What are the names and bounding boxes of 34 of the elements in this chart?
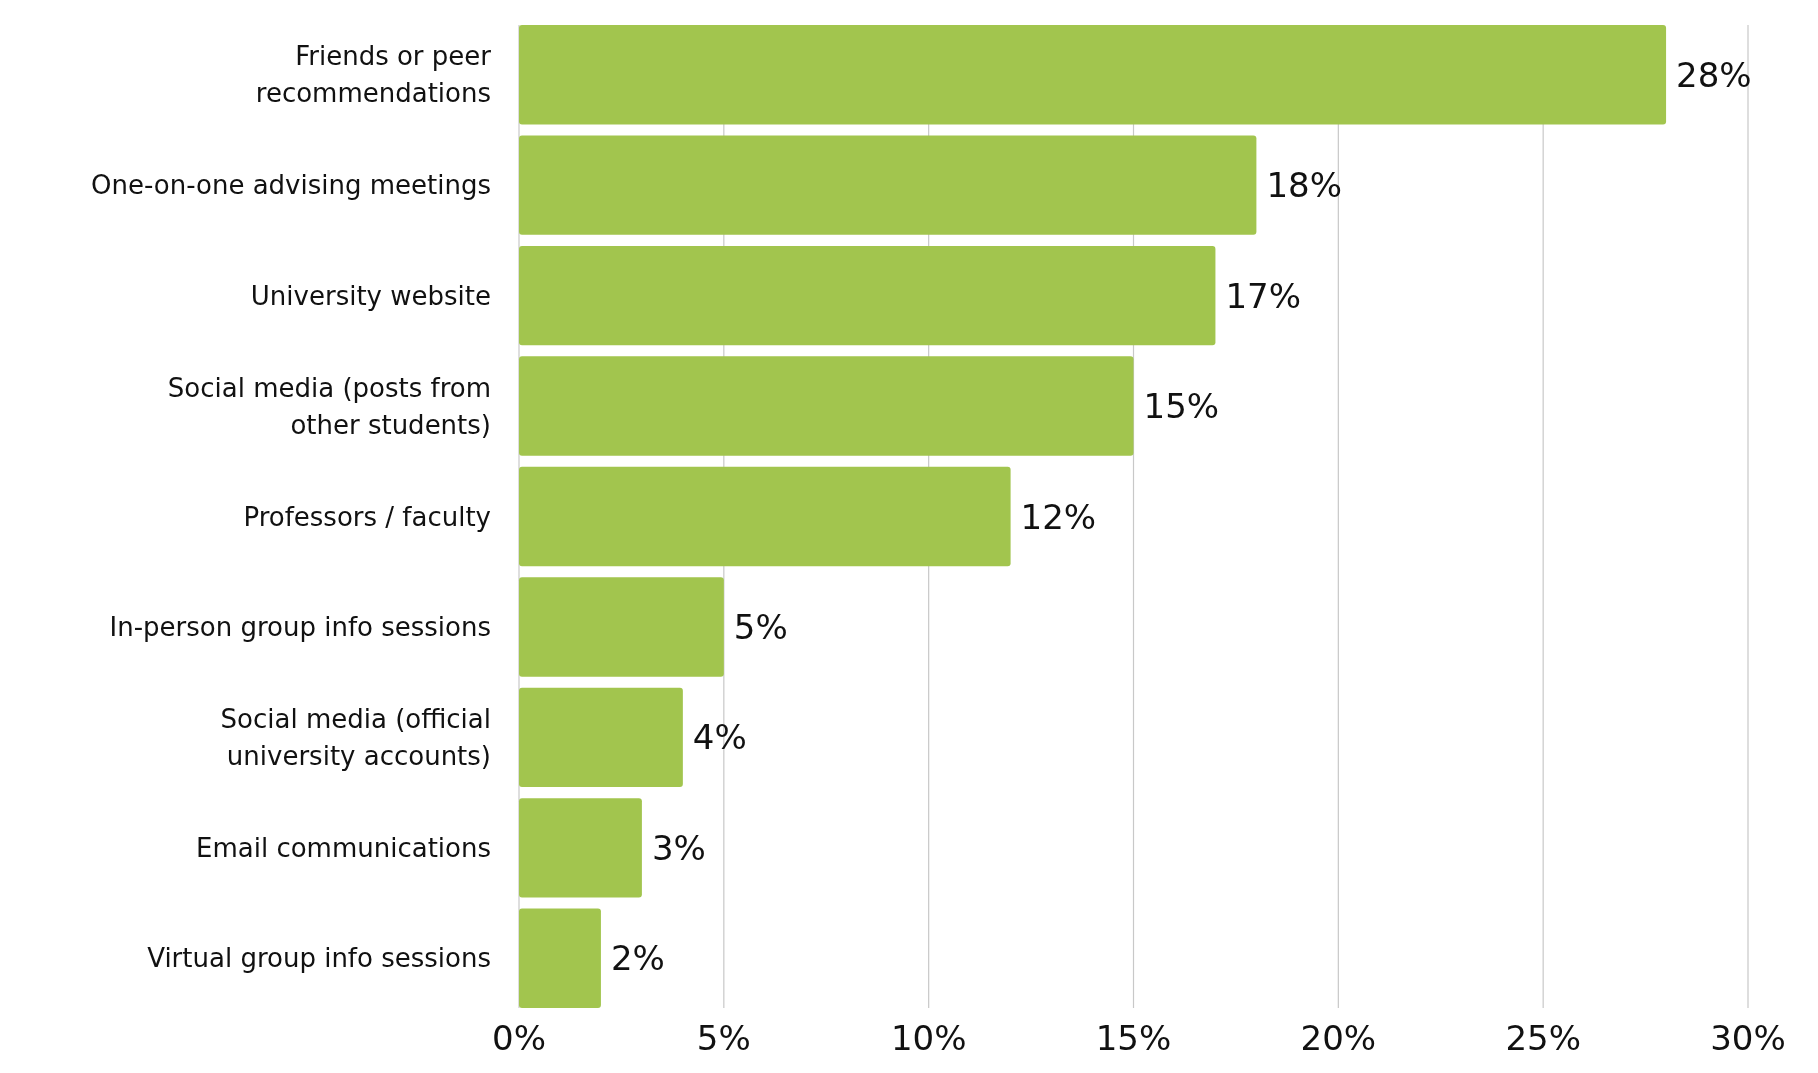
x-tick-label: 0% bbox=[492, 1018, 546, 1058]
y-tick-label: Friends or peer recommendations bbox=[255, 41, 492, 109]
y-tick-label: Social media (official university accounts) bbox=[220, 703, 491, 771]
data-label: 2% bbox=[610, 938, 665, 979]
x-tick-label: 25% bbox=[1505, 1018, 1581, 1058]
data-label: 12% bbox=[1020, 496, 1097, 537]
y-tick-label: Social media (posts from other students) bbox=[167, 372, 491, 440]
bar bbox=[519, 135, 1257, 235]
bar bbox=[519, 25, 1667, 125]
data-label: 3% bbox=[651, 827, 706, 868]
data-label: 28% bbox=[1676, 54, 1752, 95]
y-tick-label: University website bbox=[250, 280, 491, 311]
bar bbox=[519, 356, 1134, 456]
bar bbox=[519, 577, 724, 677]
y-tick-label: Virtual group info sessions bbox=[147, 943, 491, 974]
data-label: 17% bbox=[1225, 275, 1302, 316]
x-tick-label: 20% bbox=[1300, 1018, 1377, 1058]
y-tick-label: In-person group info sessions bbox=[109, 611, 491, 642]
x-tick-label: 10% bbox=[890, 1018, 967, 1058]
bar bbox=[519, 908, 601, 1008]
data-label: 18% bbox=[1266, 165, 1342, 206]
data-label: 4% bbox=[692, 717, 747, 758]
y-tick-label: Email communications bbox=[195, 832, 491, 863]
data-label: 5% bbox=[733, 606, 788, 647]
bar bbox=[519, 466, 1011, 567]
data-label: 15% bbox=[1143, 386, 1220, 427]
x-tick-label: 30% bbox=[1710, 1018, 1786, 1058]
bar bbox=[519, 245, 1216, 346]
x-tick-label: 5% bbox=[696, 1018, 751, 1058]
bar bbox=[519, 687, 683, 788]
x-tick-label: 15% bbox=[1095, 1018, 1172, 1058]
y-tick-label: Professors / faculty bbox=[243, 501, 491, 532]
bar bbox=[519, 798, 642, 898]
y-tick-label: One-on-one advising meetings bbox=[90, 170, 491, 201]
